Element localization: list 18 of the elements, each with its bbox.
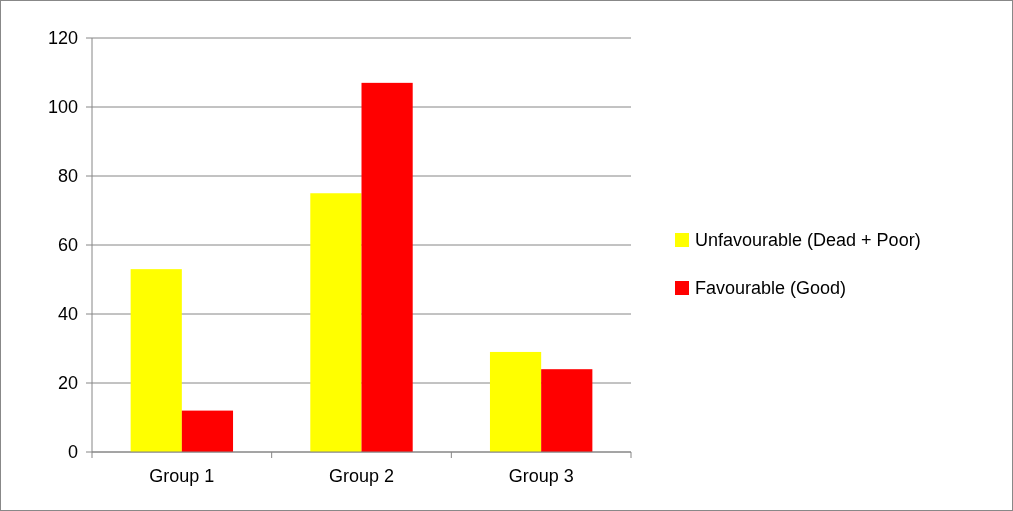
x-tick-label: Group 2 (328, 466, 395, 486)
x-tick-label: Group 1 (149, 466, 215, 486)
x-tick-label: Group 3 (508, 466, 574, 486)
y-tick-label: 100 (47, 97, 78, 118)
y-tick-label: 60 (57, 235, 78, 256)
y-tick-label: 120 (47, 28, 78, 49)
bar (181, 410, 234, 452)
bar (541, 369, 593, 452)
y-tick-label: 40 (57, 304, 78, 325)
y-tick-label: 20 (57, 373, 78, 394)
bar (361, 82, 413, 452)
legend-label: Unfavourable (Dead + Poor) (695, 230, 921, 251)
legend-label: Favourable (Good) (695, 278, 847, 299)
bar (489, 351, 542, 452)
y-tick-label: 0 (67, 442, 78, 463)
y-tick-label: 80 (57, 166, 78, 187)
bar (310, 193, 362, 452)
bar (130, 269, 182, 452)
